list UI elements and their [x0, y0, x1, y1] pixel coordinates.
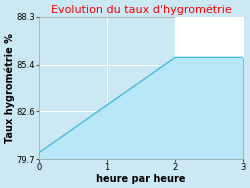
- Y-axis label: Taux hygrométrie %: Taux hygrométrie %: [4, 33, 15, 143]
- Title: Evolution du taux d'hygrométrie: Evolution du taux d'hygrométrie: [51, 4, 232, 15]
- X-axis label: heure par heure: heure par heure: [96, 174, 186, 184]
